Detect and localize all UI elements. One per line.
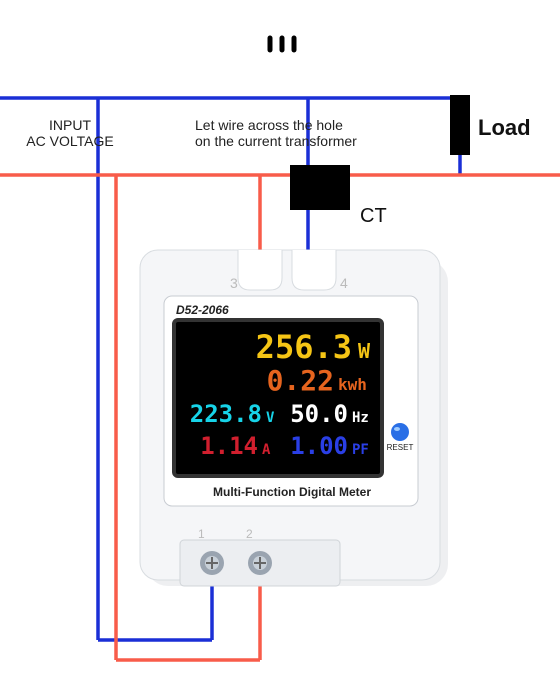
reading-pf-unit: PF [352, 442, 369, 458]
reading-volts: 223.8 [190, 400, 262, 428]
reading-kwh-unit: kwh [338, 375, 367, 394]
reading-amps-unit: A [262, 442, 271, 458]
reading-watts: 256.3 [256, 328, 352, 366]
reading-hz: 50.0 [290, 400, 348, 428]
reset-button[interactable] [391, 423, 409, 441]
terminal-3-label: 3 [230, 275, 238, 291]
meter-caption: Multi-Function Digital Meter [213, 485, 371, 499]
reading-amps: 1.14 [200, 432, 258, 460]
terminal-2-label: 2 [246, 527, 253, 541]
top-ticks [270, 38, 294, 50]
reading-hz-unit: Hz [352, 410, 369, 426]
note-line-2: on the current transformer [195, 133, 357, 149]
model-label: D52-2066 [176, 303, 229, 317]
reset-label: RESET [387, 443, 414, 452]
reading-kwh: 0.22 [267, 364, 334, 397]
terminal-1-label: 1 [198, 527, 205, 541]
reading-volts-unit: V [266, 410, 275, 426]
input-label-2: AC VOLTAGE [26, 133, 113, 149]
meter-device: 3 4 1 2 D52-2066 256.3 W 0.22 kwh [140, 250, 448, 586]
note-line-1: Let wire across the hole [195, 117, 343, 133]
reading-watts-unit: W [358, 339, 371, 363]
reading-pf: 1.00 [290, 432, 348, 460]
terminal-4-label: 4 [340, 275, 348, 291]
input-label-1: INPUT [49, 117, 91, 133]
load-label: Load [478, 115, 531, 140]
load-block [450, 95, 470, 155]
ct-label: CT [360, 205, 387, 227]
ct-block [290, 165, 350, 210]
